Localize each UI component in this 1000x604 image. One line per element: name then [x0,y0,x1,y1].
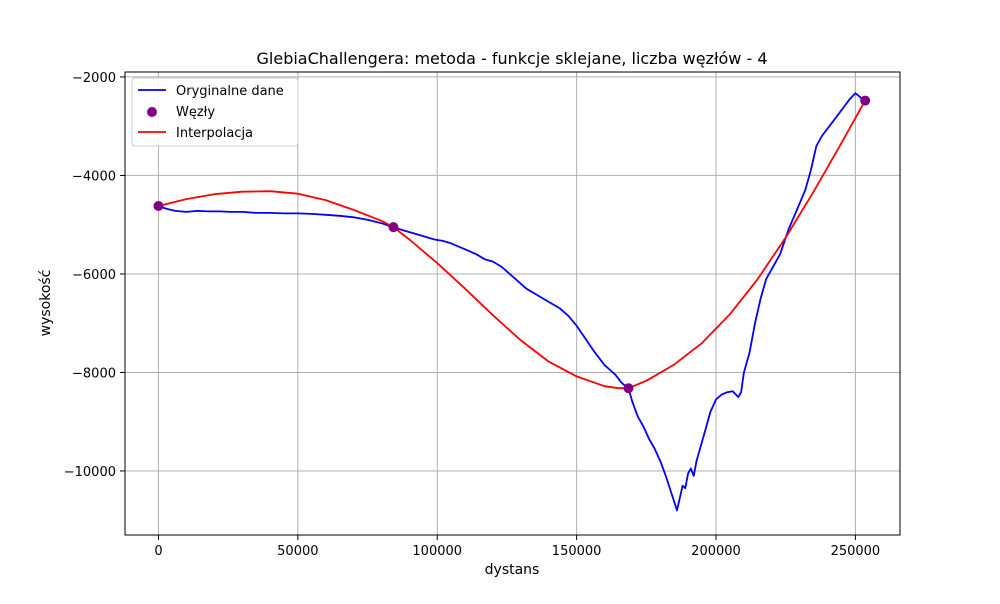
series-line-interpolation [158,100,866,390]
legend-nodes-swatch [147,107,157,117]
x-axis-label: dystans [485,562,540,578]
node-point [860,95,871,106]
y-tick-label: −2000 [72,71,116,86]
x-tick-label: 100000 [412,544,462,559]
x-tick-label: 50000 [277,544,318,559]
series-layer [153,92,871,512]
chart-title: GlebiaChallengera: metoda - funkcje skle… [257,49,768,68]
y-axis-label: wysokość [38,270,54,337]
y-tick-label: −6000 [72,268,116,283]
legend: Oryginalne dane Węzły Interpolacja [131,77,299,147]
y-tick-label: −8000 [72,366,116,381]
legend-box [131,77,299,147]
x-tick-label: 200000 [691,544,741,559]
y-tick-label: −4000 [72,169,116,184]
legend-interpolation-label: Interpolacja [176,126,253,141]
plot-frame [124,71,901,536]
series-line-original [158,92,866,512]
x-tick-label: 150000 [552,544,602,559]
legend-original-label: Oryginalne dane [176,84,284,99]
x-tick-label: 0 [154,544,162,559]
node-point [388,222,399,233]
y-tick-label: −10000 [64,465,116,480]
grid-layer [125,72,900,535]
x-tick-label: 250000 [831,544,881,559]
tick-layer: 0 50000 100000 150000 200000 250000 −10000 −800… [64,71,880,559]
legend-nodes-label: Węzły [176,105,215,120]
node-point [623,383,634,394]
node-point [153,200,164,211]
